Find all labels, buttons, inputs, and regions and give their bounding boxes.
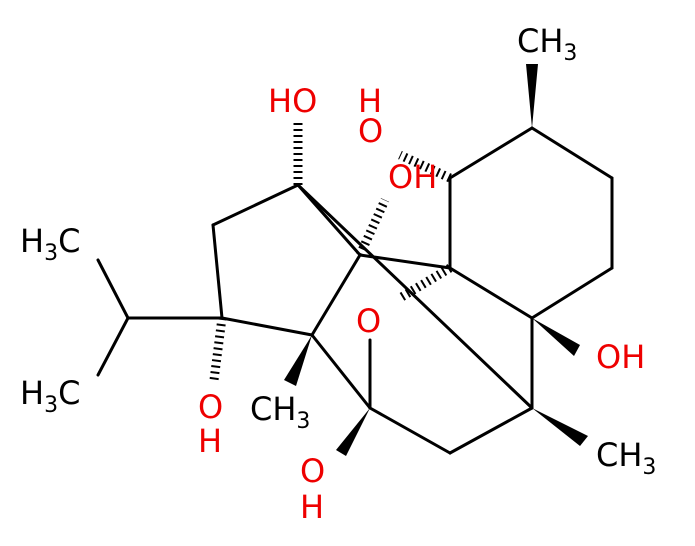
label-text: O [356, 302, 381, 340]
hashed-bond [209, 317, 227, 381]
atom-label: H [198, 422, 222, 460]
atom-label: O [300, 452, 325, 490]
label-text: O [198, 388, 223, 426]
label-text: H [358, 82, 382, 120]
atom-label: H3C [20, 374, 80, 418]
bond [96, 258, 130, 320]
hashed-bond [355, 198, 390, 257]
label-text: HO [268, 82, 317, 120]
label-text: O [300, 452, 325, 490]
label-text: OH [388, 158, 437, 196]
atom-label: H3C [20, 222, 80, 266]
bond [530, 126, 614, 180]
atom-label: HO [268, 82, 317, 120]
label-text: OH [596, 338, 645, 376]
atom-label: CH3 [596, 436, 656, 480]
atom-label: O [358, 112, 383, 150]
bond [368, 406, 452, 455]
bond [310, 333, 372, 410]
bond [448, 406, 534, 455]
bond [211, 223, 224, 320]
label-text: H [300, 488, 324, 526]
atom-label: OH [596, 338, 645, 376]
bond [96, 316, 130, 377]
subscript: 3 [44, 393, 58, 418]
bond [296, 183, 362, 257]
atom-label: H [358, 82, 382, 120]
bond [211, 183, 300, 227]
label-text: C [58, 374, 80, 412]
subscript: 3 [642, 455, 656, 480]
label-text: H [20, 374, 44, 412]
atom-label: H [300, 488, 324, 526]
label-text: O [358, 112, 383, 150]
bond [448, 126, 534, 180]
bond [448, 266, 534, 320]
label-text: H [198, 422, 222, 460]
label-text: C [58, 222, 80, 260]
bonds [96, 64, 614, 456]
atom-label: O [198, 388, 223, 426]
hashed-bond [397, 264, 453, 302]
label-text: CH [596, 436, 642, 474]
bond [310, 253, 362, 337]
atom-label: O [356, 302, 381, 340]
wedge-bond [532, 408, 588, 446]
atom-label: CH3 [517, 22, 577, 66]
wedge-bond [336, 408, 370, 456]
atom-label: CH3 [250, 390, 310, 434]
label-text: CH [250, 390, 296, 428]
wedge-bond [284, 335, 312, 386]
atom-label: OH [388, 158, 437, 196]
wedge-bond [532, 318, 580, 356]
wedge-bond [526, 64, 538, 128]
subscript: 3 [563, 41, 577, 66]
label-text: CH [517, 22, 563, 60]
bond [220, 316, 314, 337]
subscript: 3 [296, 409, 310, 434]
bond [296, 183, 534, 410]
subscript: 3 [44, 241, 58, 266]
label-text: H [20, 222, 44, 260]
bond [530, 266, 614, 320]
